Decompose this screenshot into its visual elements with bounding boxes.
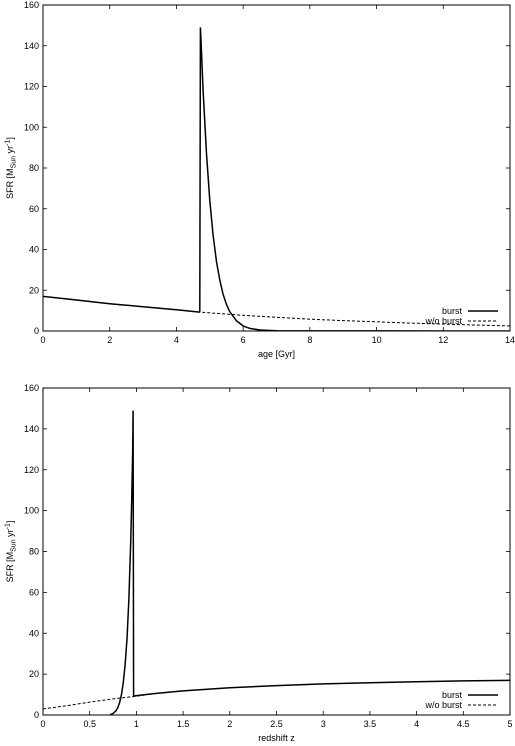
- y-tick-label: 60: [29, 204, 39, 214]
- x-tick-label: 1: [134, 719, 139, 729]
- x-tick-label: 10: [372, 335, 382, 345]
- y-tick-label: 0: [34, 710, 39, 720]
- x-tick-label: 5: [507, 719, 512, 729]
- y-tick-label: 40: [29, 628, 39, 638]
- x-tick-label: 1.5: [177, 719, 190, 729]
- y-tick-label: 20: [29, 285, 39, 295]
- y-axis-label-sub: Sun: [11, 539, 18, 552]
- x-tick-label: 6: [241, 335, 246, 345]
- series-line-burst: [109, 410, 510, 715]
- legend-label: w/o burst: [424, 700, 462, 710]
- x-tick-label: 2: [227, 719, 232, 729]
- y-tick-label: 80: [29, 163, 39, 173]
- x-tick-label: 12: [438, 335, 448, 345]
- x-tick-label: 4: [414, 719, 419, 729]
- x-tick-label: 0.5: [83, 719, 96, 729]
- y-tick-label: 120: [24, 465, 39, 475]
- y-tick-label: 80: [29, 547, 39, 557]
- plot-frame: [42, 387, 511, 716]
- y-axis-label-mid: yr: [5, 529, 15, 539]
- x-tick-label: 14: [505, 335, 515, 345]
- y-tick-label: 160: [24, 383, 39, 393]
- y-axis-label-end: ]: [5, 521, 15, 524]
- x-axis-label: redshift z: [258, 733, 295, 743]
- legend-label: w/o burst: [424, 316, 462, 326]
- series-line-burst: [43, 27, 510, 331]
- series-line-w-o-burst: [43, 295, 510, 327]
- x-tick-label: 4: [174, 335, 179, 345]
- y-axis-label: SFR [MSun yr-1]: [5, 521, 18, 583]
- x-tick-label: 2.5: [270, 719, 283, 729]
- y-axis-label-main: SFR [M: [5, 168, 15, 199]
- y-tick-label: 160: [24, 0, 39, 10]
- legend-label: burst: [442, 306, 463, 316]
- y-tick-label: 100: [24, 122, 39, 132]
- x-tick-label: 0: [40, 719, 45, 729]
- x-tick-label: 3.5: [364, 719, 377, 729]
- y-tick-label: 0: [34, 326, 39, 336]
- y-tick-label: 120: [24, 82, 39, 92]
- x-tick-label: 8: [307, 335, 312, 345]
- y-axis-label-end: ]: [5, 137, 15, 140]
- y-axis-label-sup: -1: [5, 140, 12, 146]
- y-tick-label: 140: [24, 424, 39, 434]
- y-axis-label-mid: yr: [5, 146, 15, 156]
- legend-label: burst: [442, 690, 463, 700]
- redshift-panel: 0 20 40 60 80 100 120 140 160 0 0.5 1 1.5 2 2.5 3 3.5 4 4.…: [5, 383, 513, 743]
- y-axis-label-sub: Sun: [11, 156, 18, 169]
- x-tick-label: 4.5: [457, 719, 470, 729]
- series-line-w-o-burst: [43, 693, 156, 710]
- y-tick-label: 20: [29, 669, 39, 679]
- y-tick-label: 40: [29, 245, 39, 255]
- y-axis-label-main: SFR [M: [5, 552, 15, 583]
- x-tick-label: 2: [107, 335, 112, 345]
- y-tick-label: 100: [24, 506, 39, 516]
- y-tick-label: 60: [29, 587, 39, 597]
- y-tick-label: 140: [24, 41, 39, 51]
- x-tick-label: 0: [40, 335, 45, 345]
- x-tick-label: 3: [321, 719, 326, 729]
- x-axis-label: age [Gyr]: [258, 349, 295, 359]
- y-axis-label-sup: -1: [5, 523, 12, 529]
- plot-frame: [42, 4, 511, 332]
- age-panel: 0 20 40 60 80 100 120 140 160 0 2 4 6 8 10 12 14 age [Gyr…: [5, 0, 515, 359]
- y-axis-label: SFR [MSun yr-1]: [5, 137, 18, 199]
